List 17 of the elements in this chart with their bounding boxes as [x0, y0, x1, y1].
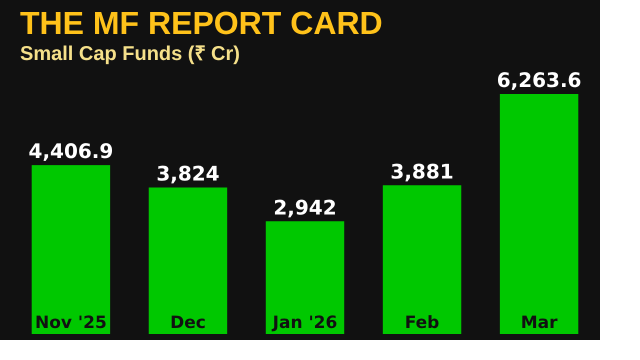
- data-label: 4,406.9: [28, 139, 114, 164]
- data-label: 3,824: [156, 161, 220, 186]
- chart-subtitle: Small Cap Funds (₹ Cr): [20, 43, 240, 65]
- data-label: 3,881: [390, 159, 454, 184]
- bar: [500, 94, 578, 334]
- x-tick-label: Nov '25: [35, 313, 107, 333]
- bar: [266, 221, 344, 334]
- x-tick-label: Feb: [404, 313, 440, 333]
- chart-title: THE MF REPORT CARD: [20, 5, 383, 41]
- bar: [382, 185, 462, 334]
- x-tick-label: Dec: [170, 313, 206, 333]
- data-label: 6,263.6: [496, 68, 582, 92]
- data-label: 2,942: [273, 195, 337, 220]
- bar: [148, 187, 228, 334]
- x-tick-label: Mar: [520, 313, 558, 333]
- bar: [32, 165, 110, 334]
- x-tick-label: Jan '26: [272, 313, 338, 333]
